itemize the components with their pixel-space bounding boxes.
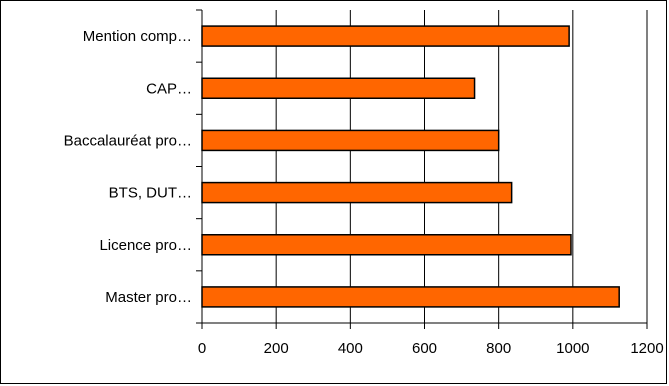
x-tick-label: 1200 [630, 340, 663, 357]
category-labels: Mention comp… CAP… Baccalauréat pro… BTS, D… [64, 28, 192, 306]
bar [201, 234, 572, 256]
x-tick-labels: 0 200 400 600 800 1000 1200 [198, 340, 664, 357]
gridlines [275, 10, 648, 323]
bar [201, 77, 476, 99]
x-tick-label: 800 [486, 340, 511, 357]
x-tick-label: 1000 [556, 340, 589, 357]
axes [196, 9, 648, 329]
bar [201, 181, 513, 204]
bar [201, 25, 570, 47]
x-tick-label: 0 [198, 340, 206, 357]
bars [201, 25, 620, 308]
category-label: Baccalauréat pro… [64, 132, 192, 149]
bar [201, 286, 620, 308]
category-label: BTS, DUT… [109, 185, 192, 202]
x-tick-label: 200 [264, 340, 289, 357]
category-label: Licence pro… [99, 237, 192, 254]
x-tick-label: 400 [338, 340, 363, 357]
bar [201, 129, 500, 152]
category-label: Mention comp… [83, 28, 192, 45]
category-label: CAP… [146, 80, 192, 97]
category-label: Master pro… [105, 289, 192, 306]
x-tick-label: 600 [412, 340, 437, 357]
